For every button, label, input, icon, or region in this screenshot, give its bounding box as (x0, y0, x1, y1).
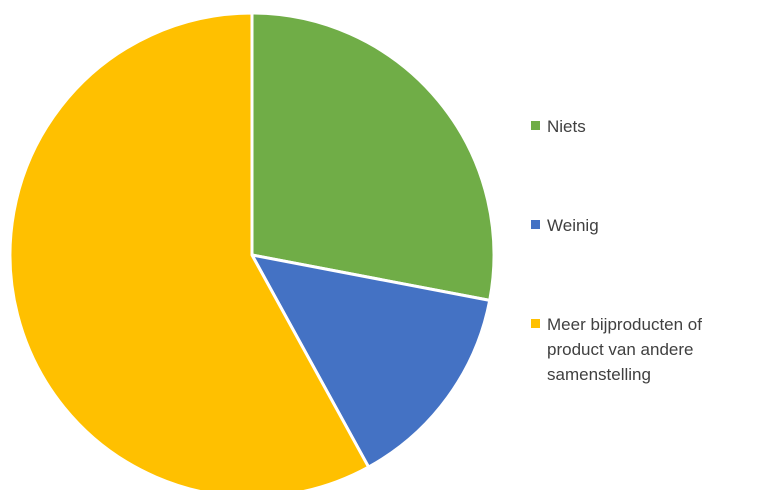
pie-slice-meer-bijproducten (8, 11, 371, 490)
legend-swatch-meer-bijproducten (531, 319, 540, 328)
legend-item-weinig: Weinig (531, 215, 756, 238)
legend-swatch-weinig (531, 220, 540, 229)
legend-label-niets: Niets (547, 117, 586, 136)
pie-slice-niets (250, 11, 496, 302)
legend-label-meer-bijproducten: Meer bijproducten of product van andere … (547, 315, 702, 384)
pie-slice-weinig (250, 253, 492, 469)
legend-swatch-niets (531, 121, 540, 130)
legend-item-niets: Niets (531, 116, 756, 139)
legend-item-meer-bijproducten: Meer bijproducten of product van andere … (531, 314, 756, 387)
legend-label-weinig: Weinig (547, 216, 599, 235)
